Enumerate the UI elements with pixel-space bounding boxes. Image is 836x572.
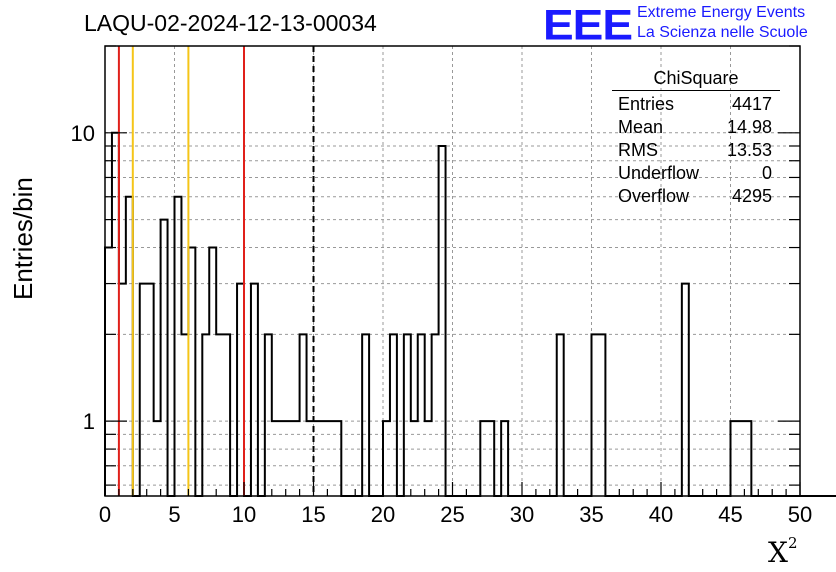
stats-value: 14.98: [726, 117, 772, 137]
x-axis-label-superscript: 2: [787, 534, 798, 552]
x-tick-label: 15: [301, 502, 325, 527]
axis-tick-labels: 0 5 10 15 20 25 30 35 40 45 50 1 10: [71, 121, 813, 527]
stats-label: Underflow: [618, 163, 700, 183]
stats-title: ChiSquare: [612, 66, 780, 91]
x-tick-label: 50: [788, 502, 812, 527]
x-tick-label: 20: [371, 502, 395, 527]
eee-logo: EEE: [543, 0, 633, 49]
logo-caption-line2: La Scienza nelle Scuole: [637, 24, 808, 41]
stats-row-entries: Entries 4417: [612, 93, 780, 116]
stats-row-overflow: Overflow 4295: [612, 185, 780, 208]
chart-title: LAQU-02-2024-12-13-00034: [84, 10, 377, 36]
y-axis-label: Entries/bin: [8, 177, 38, 300]
stats-row-rms: RMS 13.53: [612, 139, 780, 162]
x-tick-label: 5: [168, 502, 180, 527]
stats-label: Mean: [618, 117, 664, 137]
logo-caption-line1: Extreme Energy Events: [637, 4, 806, 21]
x-tick-label: 10: [232, 502, 256, 527]
axis-ticks: [104, 45, 801, 496]
x-tick-label: 25: [440, 502, 464, 527]
histogram-series: [104, 131, 836, 497]
stats-box: ChiSquare Entries 4417 Mean 14.98 RMS 13.53…: [612, 66, 780, 208]
stats-value: 0: [761, 163, 772, 183]
stats-row-mean: Mean 14.98: [612, 116, 780, 139]
x-axis-label-base: X: [768, 536, 788, 569]
stats-label: RMS: [618, 140, 658, 160]
x-tick-label: 40: [649, 502, 673, 527]
stats-value: 4295: [731, 186, 772, 206]
stats-label: Overflow: [618, 186, 690, 206]
histogram-outline: [104, 131, 836, 497]
x-tick-label: 35: [579, 502, 603, 527]
x-axis-label: X2: [768, 534, 798, 569]
x-tick-label: 45: [718, 502, 742, 527]
y-tick-label: 1: [83, 409, 95, 434]
stats-value: 13.53: [726, 140, 772, 160]
stats-row-underflow: Underflow 0: [612, 162, 780, 185]
y-tick-label: 10: [71, 121, 95, 146]
x-tick-label: 0: [99, 502, 111, 527]
x-tick-label: 30: [510, 502, 534, 527]
stats-value: 4417: [731, 94, 772, 114]
stats-label: Entries: [618, 94, 675, 114]
